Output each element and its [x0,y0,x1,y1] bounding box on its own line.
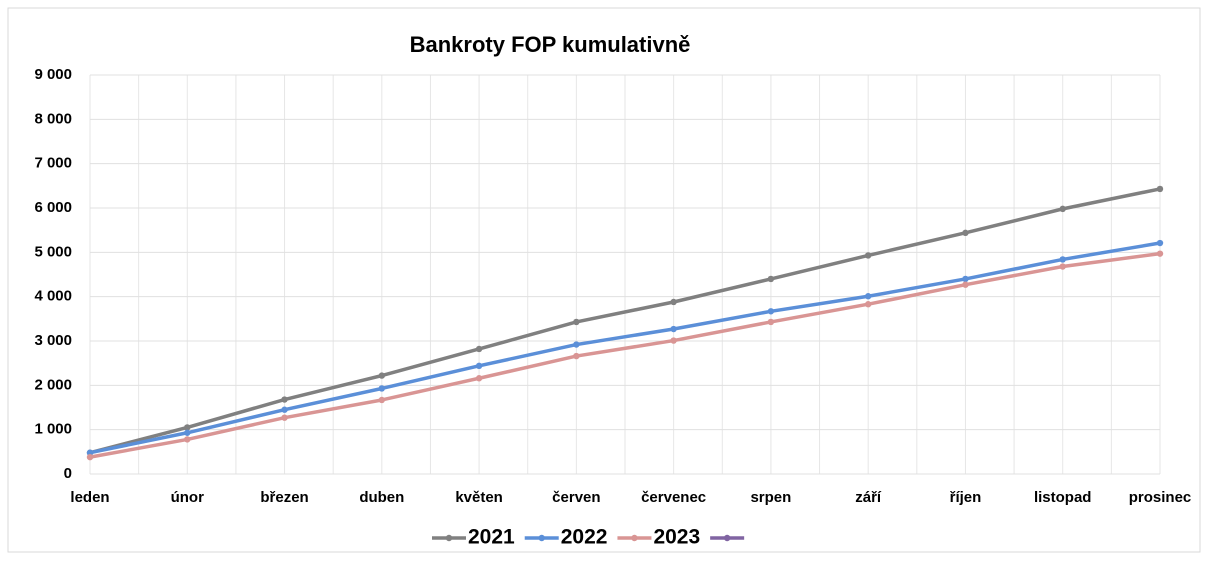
series-point [670,325,677,333]
series-point [864,301,872,308]
series-point [86,453,94,461]
series-point [1059,256,1066,263]
series-point [475,345,483,353]
y-tick-label: 2 000 [34,376,72,393]
series-line [89,251,1161,459]
chart-frame [7,7,1201,553]
series-point [281,406,288,413]
series-point [281,414,288,421]
y-tick-label: 0 [64,465,72,482]
series-point [864,293,872,300]
series-point [378,396,386,404]
x-tick-label: leden [70,489,109,506]
legend-marker [445,534,453,542]
x-tick-label: duben [359,489,404,506]
series-point [1156,239,1164,247]
legend-label: 2021 [468,526,515,549]
x-tick-label: březen [260,489,308,506]
series-point [184,424,191,431]
x-tick-label: květen [455,489,503,506]
series-point [475,375,483,382]
legend-label: 2022 [561,526,608,549]
y-tick-label: 1 000 [34,421,72,438]
legend-marker [723,534,731,542]
series-point [767,308,775,315]
series-point [184,429,191,436]
series-point [1156,185,1164,193]
series-point [670,337,677,344]
legend-marker [631,534,638,542]
series-point [475,362,483,370]
x-tick-label: prosinec [1129,489,1192,506]
x-tick-label: červenec [641,489,706,506]
series-point [281,396,288,403]
series-point [573,318,580,326]
y-tick-label: 4 000 [34,288,72,305]
series-point [573,352,580,360]
series-point [1059,205,1066,213]
x-tick-label: červen [552,489,600,506]
y-tick-label: 9 000 [34,66,72,83]
series-point [1156,250,1164,257]
legend-marker [538,534,545,542]
series-point [378,385,386,392]
y-tick-label: 5 000 [34,243,72,260]
series-point [767,275,775,283]
series-line [89,187,1161,455]
x-tick-label: srpen [750,489,791,506]
series-point [864,252,872,259]
series-point [573,341,580,348]
series-point [962,229,969,237]
x-tick-label: říjen [950,489,982,506]
series-point [378,372,386,379]
x-tick-label: září [855,489,882,506]
series-point [962,281,969,288]
y-tick-label: 3 000 [34,332,72,349]
series-point [767,318,775,326]
legend-label: 2023 [653,526,700,549]
x-tick-label: listopad [1034,489,1092,506]
series-point [184,436,191,443]
y-tick-label: 8 000 [34,110,72,127]
chart-title: Bankroty FOP kumulativně [410,32,691,57]
series-line [89,241,1161,455]
series-point [670,298,677,306]
y-tick-label: 7 000 [34,155,72,172]
series-point [86,449,94,456]
x-tick-label: únor [171,489,204,506]
series-point [1059,263,1066,270]
y-tick-label: 6 000 [34,199,72,216]
series-point [962,275,969,283]
